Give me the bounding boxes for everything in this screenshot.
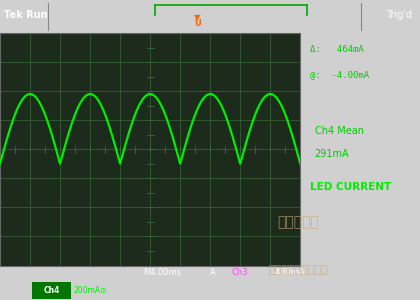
Text: ▼: ▼ bbox=[194, 13, 201, 22]
Text: @:  -4.00mA: @: -4.00mA bbox=[310, 70, 369, 79]
Text: -480mA: -480mA bbox=[273, 268, 306, 277]
Text: Ch4 Mean: Ch4 Mean bbox=[315, 126, 364, 136]
Text: 射频和天线设计专家: 射频和天线设计专家 bbox=[268, 265, 328, 275]
FancyBboxPatch shape bbox=[32, 282, 71, 298]
Text: 291mA: 291mA bbox=[315, 149, 349, 159]
Text: Δ:   464mA: Δ: 464mA bbox=[310, 45, 364, 54]
Text: M4.00ms: M4.00ms bbox=[143, 268, 181, 277]
Text: A: A bbox=[210, 268, 216, 277]
Text: Trig'd: Trig'd bbox=[386, 10, 412, 20]
Text: Tek Run: Tek Run bbox=[4, 10, 48, 20]
Text: 200mA⊙: 200mA⊙ bbox=[74, 286, 107, 295]
Text: Ch3: Ch3 bbox=[231, 268, 248, 277]
Text: U: U bbox=[194, 19, 201, 28]
Text: Ch4: Ch4 bbox=[44, 286, 60, 295]
Text: 易迪拓培训: 易迪拓培训 bbox=[277, 215, 319, 229]
Text: LED CURRENT: LED CURRENT bbox=[310, 182, 391, 192]
